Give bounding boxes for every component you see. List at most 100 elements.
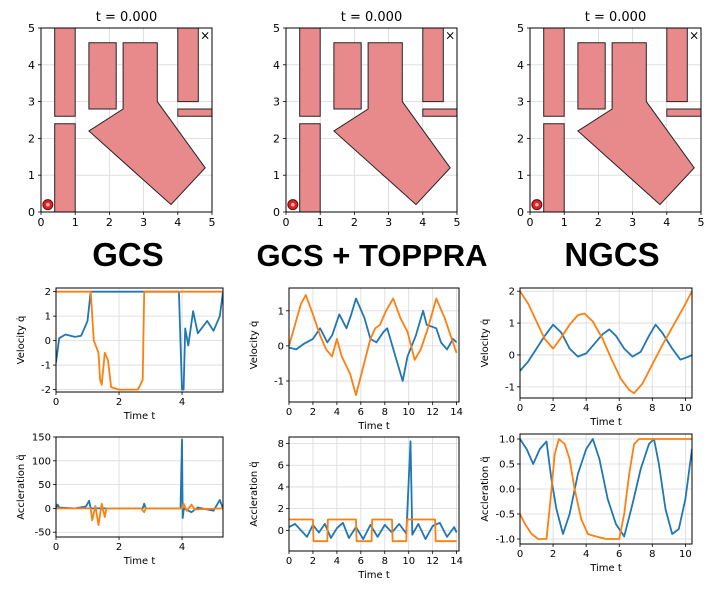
plot-y-axis-label: Accleration q̈: [480, 456, 491, 522]
plot-tick-label-y: 0: [45, 336, 51, 347]
line-plot-6: 0 2 4 6 8 10 -1.0 -0.5 0.0 0.5 1.0 Time t Accleratio…: [480, 433, 693, 574]
map-tick-label-y: 4: [273, 59, 280, 72]
method-label-gcs-toppra: GCS + TOPPRA: [256, 238, 487, 273]
map-frame: [285, 27, 458, 213]
plot-tick-label-x: 8: [382, 556, 388, 567]
obstacle-polygon: [577, 42, 695, 206]
series-line-1: [289, 297, 458, 382]
plot-tick-label-x: 8: [382, 407, 388, 418]
map-panel-2: 0 1 2 3 4 5 0 1 2 3 4 5 × t = 0.000: [273, 10, 461, 229]
map-tick-label-x: 2: [106, 216, 113, 229]
plot-tick-label-x: 6: [616, 403, 622, 414]
map-tick-label-y: 0: [273, 206, 280, 219]
plot-tick-label-y: 0: [278, 526, 284, 537]
map-tick-label-y: 4: [517, 59, 524, 72]
plot-tick-label-x: 14: [450, 556, 463, 567]
plot-tick-label-y: -1: [505, 382, 515, 393]
map-tick-label-x: 3: [385, 216, 392, 229]
plot-tick-label-x: 4: [179, 397, 185, 408]
plot-tick-label-x: 2: [550, 403, 556, 414]
robot-start-center: [535, 202, 539, 207]
map-tick-label-x: 2: [351, 216, 358, 229]
plot-x-axis-label: Time t: [357, 570, 390, 581]
plot-tick-label-y: -50: [35, 528, 51, 539]
plot-tick-label-y: 1.0: [499, 435, 515, 446]
plot-x-axis-label: Time t: [123, 556, 156, 567]
map-tick-label-x: 1: [561, 216, 568, 229]
method-label-gcs: GCS: [92, 236, 164, 273]
plot-y-axis-label: Velocity q̇: [15, 316, 27, 365]
map-title: t = 0.000: [96, 10, 157, 25]
plot-tick-label-y: 2: [45, 287, 51, 298]
plot-tick-label-x: 0: [286, 407, 292, 418]
plot-tick-label-x: 12: [426, 556, 439, 567]
map-tick-label-y: 2: [517, 132, 524, 145]
plot-tick-label-y: 150: [32, 433, 51, 444]
map-frame: [529, 27, 702, 213]
map-tick-label-y: 3: [28, 96, 35, 109]
plot-tick-label-y: 0: [278, 341, 284, 352]
plot-tick-label-x: 10: [402, 556, 415, 567]
plot-tick-label-x: 0: [53, 542, 59, 553]
plot-tick-label-x: 14: [450, 407, 463, 418]
plot-tick-label-x: 10: [679, 549, 692, 560]
plot-tick-label-x: 4: [583, 549, 589, 560]
obstacle-polygon: [299, 123, 321, 213]
series-line-2: [520, 438, 692, 540]
map-tick-label-y: 2: [273, 132, 280, 145]
obstacle-polygon: [88, 42, 117, 110]
series-line-1: [56, 290, 223, 391]
plot-tick-label-y: 50: [38, 480, 51, 491]
plot-tick-label-x: 6: [616, 549, 622, 560]
series-line-2: [56, 290, 223, 391]
map-panel-1: 0 1 2 3 4 5 0 1 2 3 4 5 × t = 0.000: [28, 10, 216, 229]
map-frame: [40, 27, 213, 213]
map-tick-label-y: 3: [517, 96, 524, 109]
plot-tick-label-y: -0.5: [495, 510, 515, 521]
obstacle-polygon: [666, 108, 702, 117]
map-panel-3: 0 1 2 3 4 5 0 1 2 3 4 5 × t = 0.000: [517, 10, 705, 229]
plot-tick-label-x: 6: [358, 556, 364, 567]
plot-frame: [519, 433, 693, 545]
map-tick-label-y: 4: [28, 59, 35, 72]
map-tick-label-x: 5: [698, 216, 705, 229]
plot-tick-label-y: -1.0: [495, 535, 515, 546]
plot-tick-label-y: 100: [32, 456, 51, 467]
map-tick-label-x: 2: [595, 216, 602, 229]
map-tick-label-y: 0: [28, 206, 35, 219]
plot-tick-label-y: 0: [509, 350, 515, 361]
plot-tick-label-x: 4: [334, 407, 340, 418]
obstacle-polygon: [422, 27, 444, 103]
obstacle-polygon: [543, 123, 565, 213]
map-title: t = 0.000: [585, 10, 646, 25]
plot-frame: [519, 287, 693, 399]
line-plot-5: 0 2 4 6 8 10 12 14 0 2 4 6 8 Time t Accleration q̈: [249, 436, 463, 581]
map-tick-label-x: 0: [283, 216, 290, 229]
line-plot-2: 0 2 4 6 8 10 12 14 -1 0 1 Time t Velocity q̇: [248, 287, 463, 432]
series-line-2: [56, 502, 223, 526]
obstacle-polygon: [577, 42, 606, 110]
plot-x-axis-label: Time t: [357, 421, 390, 432]
obstacle-polygon: [88, 42, 206, 206]
plot-tick-label-x: 4: [334, 556, 340, 567]
plot-y-axis-label: Velocity q̇: [479, 319, 491, 368]
plot-tick-label-x: 8: [649, 403, 655, 414]
plot-tick-label-x: 4: [179, 542, 185, 553]
plot-tick-label-y: 2: [509, 287, 515, 298]
plot-x-axis-label: Time t: [589, 417, 622, 428]
map-tick-label-y: 0: [517, 206, 524, 219]
plot-tick-label-x: 2: [116, 397, 122, 408]
plot-tick-label-y: 1: [509, 319, 515, 330]
plot-tick-label-x: 4: [583, 403, 589, 414]
plot-tick-label-y: 8: [278, 439, 284, 450]
obstacle-polygon: [177, 27, 199, 103]
map-tick-label-y: 5: [28, 22, 35, 35]
plot-tick-label-y: 6: [278, 461, 284, 472]
plot-background: [289, 288, 459, 402]
plot-tick-label-x: 6: [358, 407, 364, 418]
plot-tick-label-x: 0: [517, 549, 523, 560]
